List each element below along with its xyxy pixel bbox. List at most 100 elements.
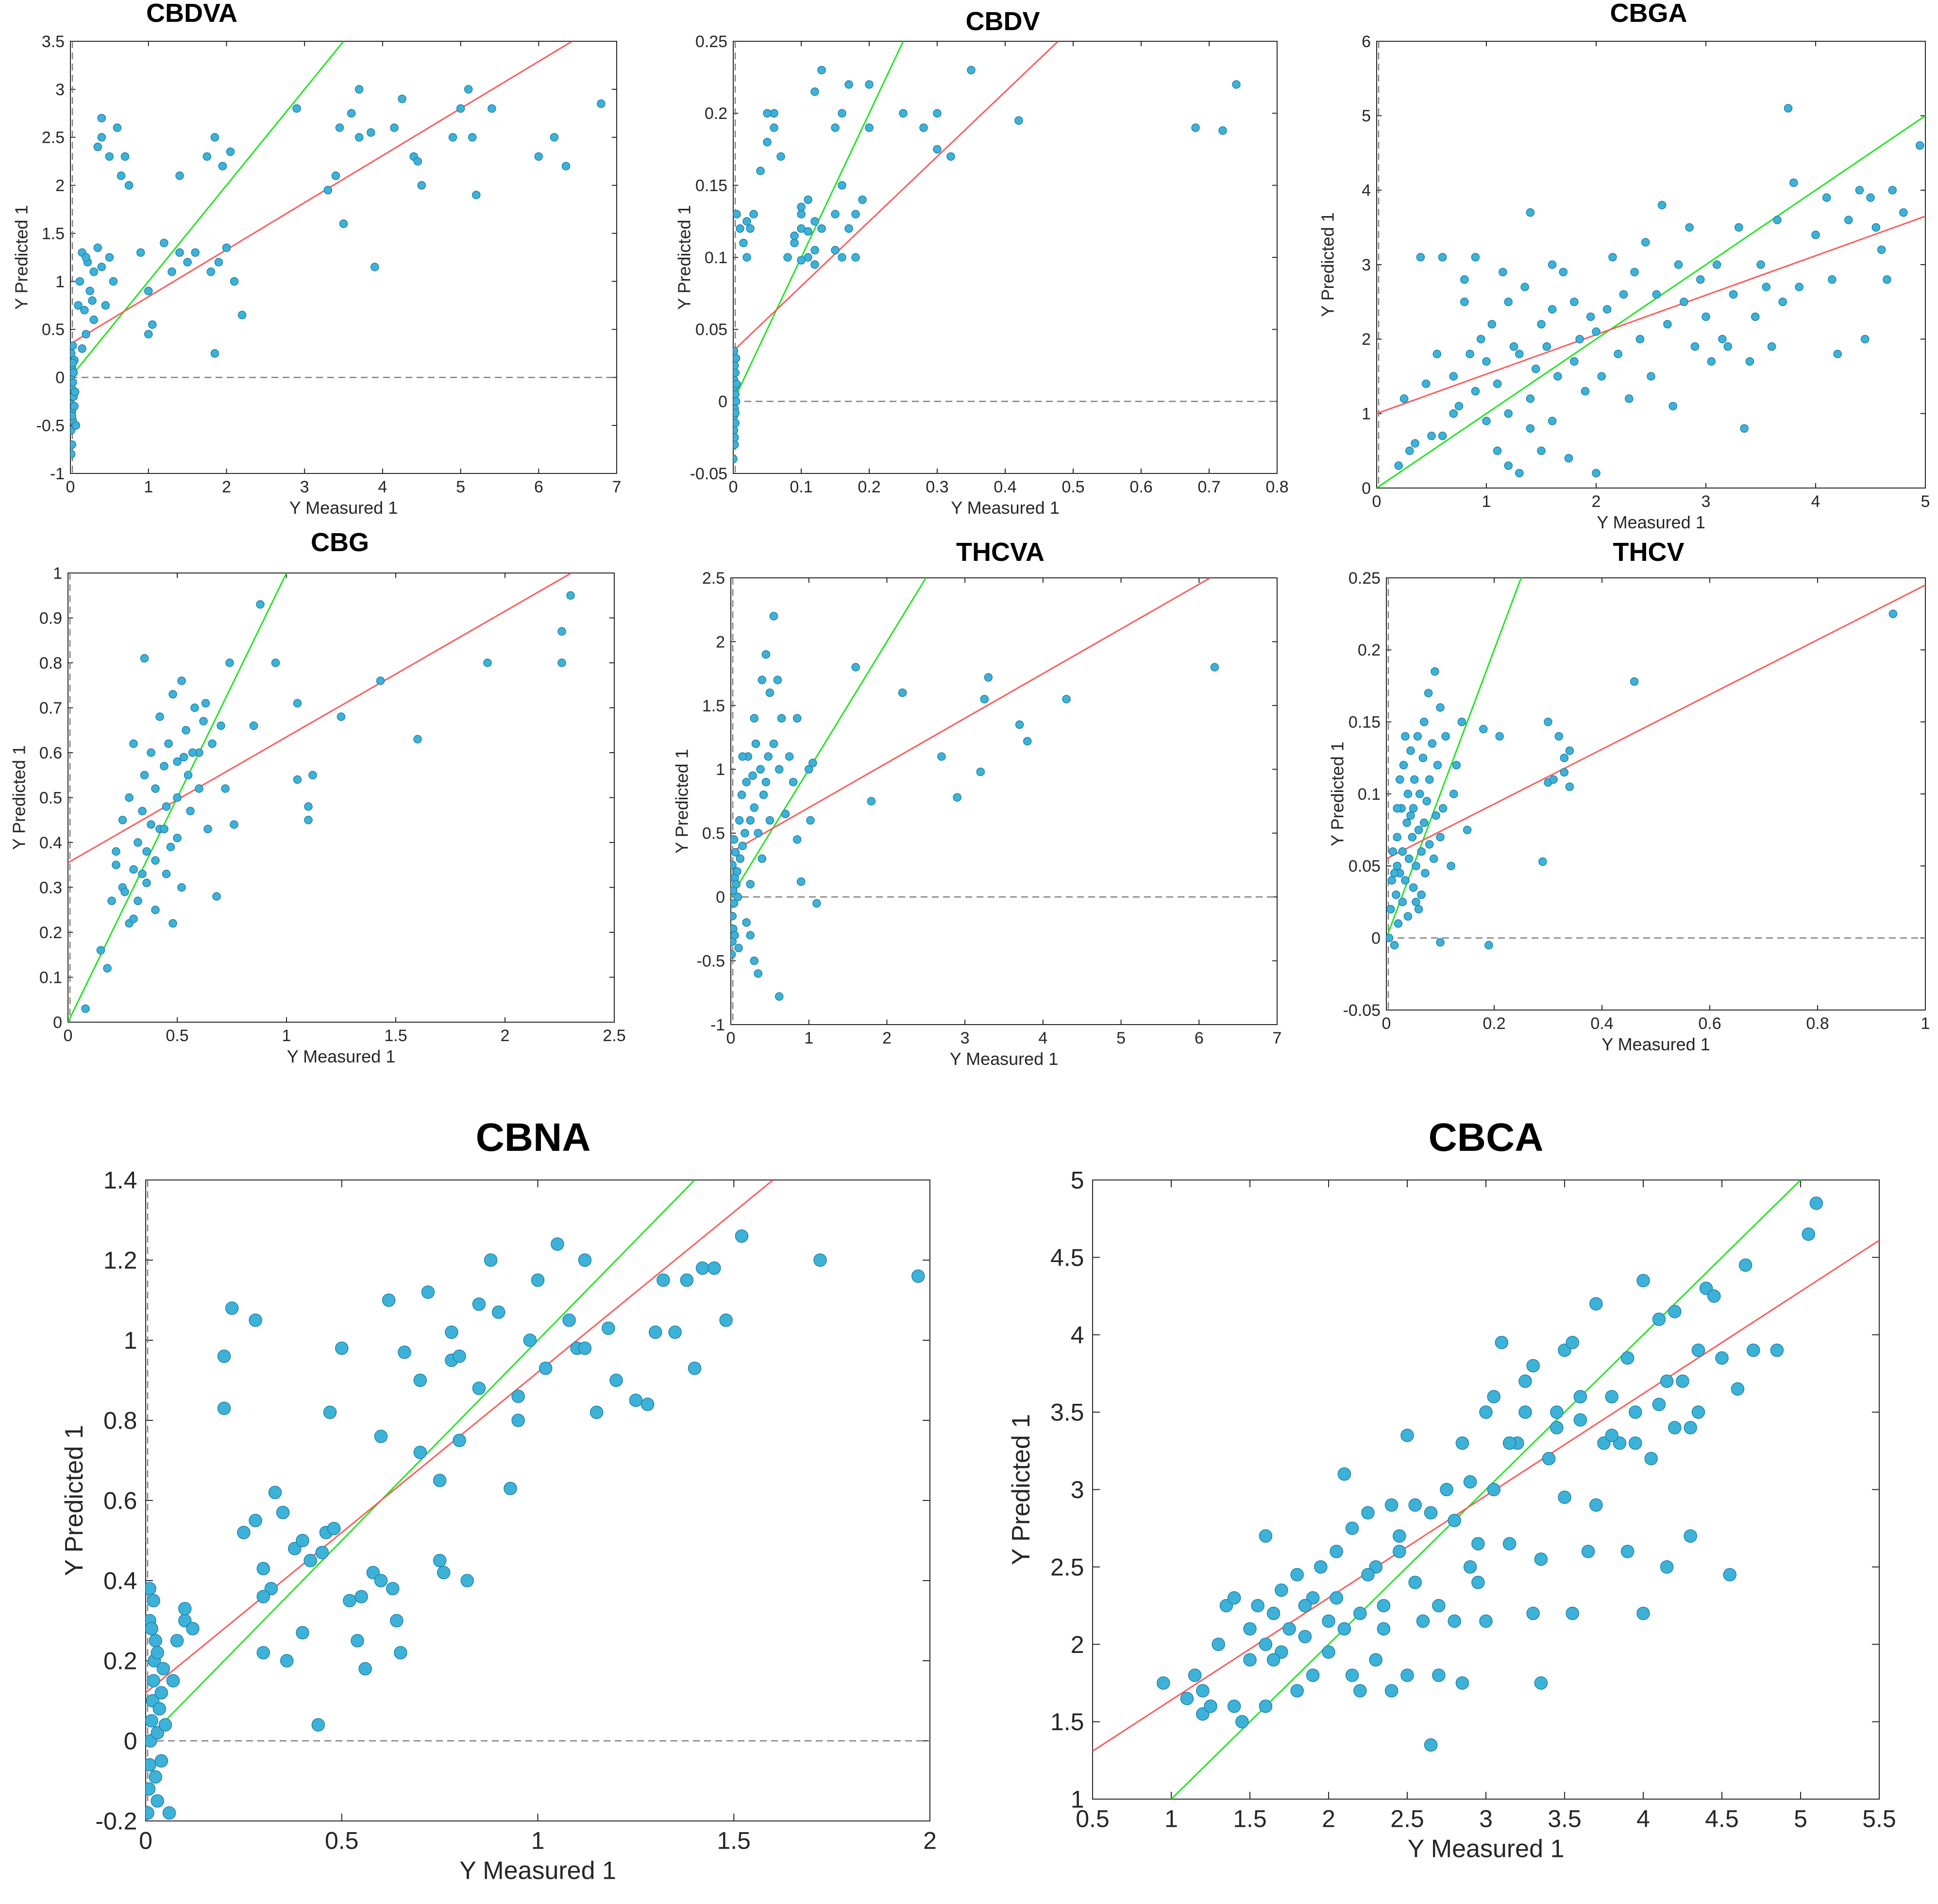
data-point [1526, 1359, 1540, 1373]
x-tick-label: 0.7 [1197, 478, 1220, 496]
data-point [1408, 1576, 1422, 1589]
y-tick-label: 0.7 [39, 699, 62, 717]
data-point [1668, 1305, 1682, 1318]
data-point [339, 219, 348, 228]
data-point [472, 1382, 486, 1395]
x-tick-label: 0.6 [1698, 1014, 1721, 1033]
data-point [1210, 663, 1219, 672]
y-tick-label: -0.5 [697, 952, 725, 970]
data-point [763, 109, 772, 118]
x-tick-label: 1.5 [384, 1027, 407, 1045]
data-point [203, 825, 212, 833]
data-point [750, 956, 758, 965]
x-tick-label: 4 [1636, 1805, 1650, 1833]
data-point [249, 1314, 262, 1327]
y-tick-label: 1 [55, 272, 65, 291]
x-tick-label: 2 [222, 478, 231, 496]
data-point [933, 145, 942, 154]
x-tick-label: 5 [1116, 1029, 1126, 1047]
data-point [148, 320, 157, 329]
data-point [1866, 193, 1875, 202]
data-point [80, 306, 89, 315]
data-point [1157, 1676, 1170, 1690]
data-point [354, 1590, 368, 1603]
y-axis-label: Y Predicted 1 [1328, 741, 1348, 846]
data-point [93, 243, 102, 252]
data-point [129, 865, 138, 874]
data-point [358, 1662, 372, 1676]
data-point [107, 896, 116, 905]
data-point [758, 854, 767, 863]
data-point [1455, 1436, 1469, 1450]
data-point [178, 1602, 192, 1616]
data-point [166, 842, 175, 851]
data-point [746, 816, 755, 825]
data-point [557, 658, 566, 667]
data-point [1566, 1335, 1579, 1349]
data-point [1504, 409, 1513, 418]
x-tick-label: 1 [804, 1029, 813, 1047]
data-point [437, 1566, 451, 1580]
data-point [1548, 260, 1557, 269]
data-point [1403, 912, 1413, 921]
data-point [1855, 185, 1864, 195]
data-point [742, 217, 751, 226]
data-point [138, 870, 147, 878]
data-point [1345, 1521, 1359, 1535]
data-point [173, 757, 182, 766]
data-point [1589, 1498, 1603, 1512]
data-point [1436, 833, 1445, 842]
data-point [1411, 439, 1419, 448]
data-point [790, 231, 799, 240]
data-point [456, 104, 465, 113]
y-tick-label: 0.8 [39, 654, 62, 673]
data-point [775, 765, 784, 774]
data-point [146, 1622, 158, 1635]
data-point [1544, 717, 1552, 726]
data-point [1559, 268, 1567, 277]
data-point [810, 260, 819, 269]
data-point [1597, 372, 1606, 381]
data-point [736, 854, 745, 863]
data-point [152, 1702, 167, 1716]
y-tick-label: 0.15 [1348, 713, 1381, 732]
data-point [1542, 1452, 1556, 1466]
data-point [1424, 1506, 1438, 1520]
data-point [112, 860, 120, 869]
data-point [946, 152, 955, 161]
y-tick-label: 1.5 [702, 697, 725, 715]
data-point [1811, 230, 1820, 239]
data-point [1390, 941, 1399, 950]
data-point [578, 1341, 592, 1355]
data-point [146, 1758, 156, 1772]
data-point [566, 591, 575, 600]
x-tick-label: 0 [729, 478, 738, 496]
y-tick-label: 1.5 [42, 224, 65, 243]
data-point [323, 185, 333, 195]
x-tick-label: 3 [300, 478, 309, 496]
data-point [182, 726, 190, 735]
data-point [1454, 402, 1464, 411]
data-point [733, 408, 740, 418]
plot-area [146, 1180, 925, 1820]
data-point [1652, 290, 1661, 299]
x-tick-label: 0 [1372, 492, 1382, 511]
data-point [1479, 1405, 1493, 1419]
data-point [1735, 223, 1743, 232]
data-point [390, 123, 399, 132]
regression-line [70, 41, 573, 345]
data-point [1337, 1622, 1351, 1636]
data-point [376, 676, 385, 685]
data-point [1471, 1537, 1485, 1550]
data-point [147, 1594, 160, 1607]
data-point [173, 793, 182, 802]
data-point [186, 807, 195, 815]
data-point [578, 1253, 592, 1267]
x-axis-label: Y Measured 1 [1597, 512, 1705, 532]
y-tick-label: 3 [1071, 1476, 1084, 1503]
data-point [280, 1654, 294, 1668]
data-point [1235, 1715, 1249, 1729]
data-point [1361, 1568, 1375, 1582]
data-point [70, 358, 77, 368]
data-point [472, 1297, 486, 1311]
